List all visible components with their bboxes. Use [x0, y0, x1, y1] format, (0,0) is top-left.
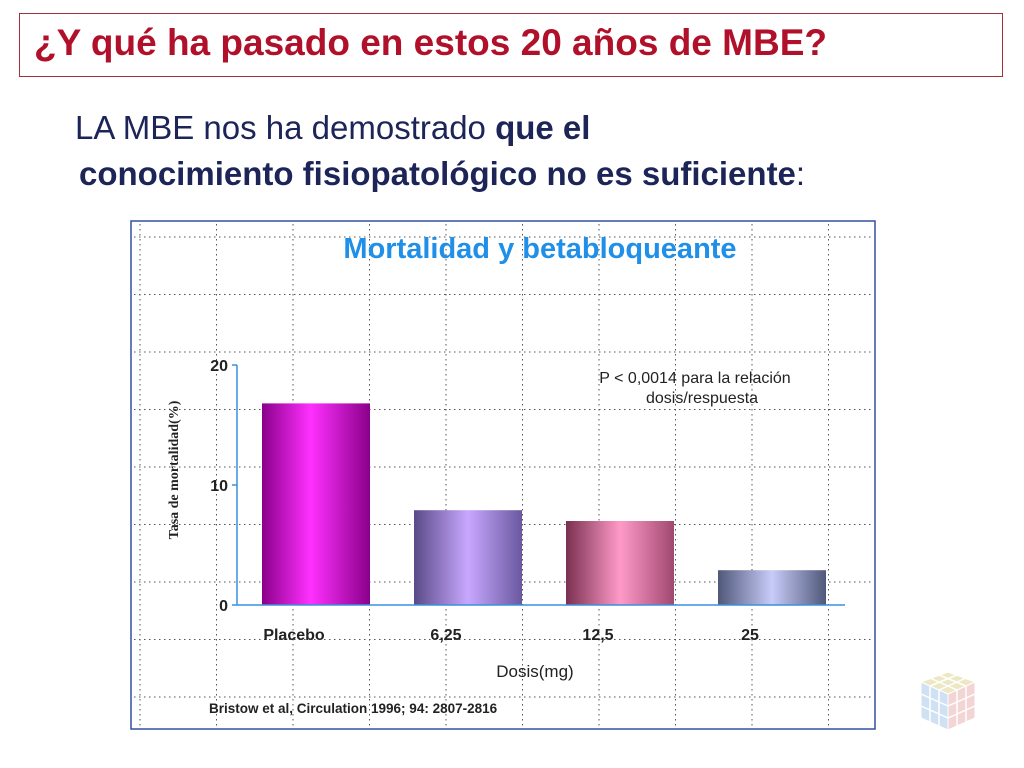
chart-source: Bristow et al, Circulation 1996; 94: 280…	[209, 701, 498, 716]
statement-text: LA MBE nos ha demostrado	[75, 109, 496, 146]
x-tick-label: Placebo	[263, 627, 325, 644]
statement-colon: :	[795, 155, 806, 192]
bar-25	[718, 570, 826, 605]
y-tick-label: 20	[210, 358, 228, 375]
chart-annotation-line1: P < 0,0014 para la relación	[599, 370, 790, 387]
statement-bold-1: que el	[495, 109, 591, 146]
rubik-cube-logo	[919, 671, 977, 731]
slide-title: ¿Y qué ha pasado en estos 20 años de MBE…	[34, 22, 827, 63]
x-tick-label: 25	[741, 627, 759, 644]
statement-bold-2: conocimiento fisiopatológico no es sufic…	[79, 155, 796, 192]
x-axis-label: Dosis(mg)	[496, 662, 573, 681]
slide-title-box: ¿Y qué ha pasado en estos 20 años de MBE…	[19, 13, 1003, 77]
x-tick-label: 12,5	[582, 627, 613, 644]
slide-statement: LA MBE nos ha demostrado que el conocimi…	[75, 105, 1005, 197]
y-axis-label: Tasa de mortalidad(%)	[167, 400, 182, 539]
chart-bars	[262, 403, 826, 605]
chart-frame	[130, 220, 876, 730]
chart-annotation-line2: dosis/respuesta	[646, 390, 758, 407]
x-tick-labels: Placebo 6,25 12,5 25	[263, 627, 759, 644]
y-tick-labels: 0 10 20	[210, 358, 228, 615]
chart-axes	[232, 364, 845, 606]
bar-12-5	[566, 521, 674, 605]
bar-placebo	[262, 403, 370, 605]
chart: 0 10 20 Placebo 6,25 12,5 25 Mortalidad y bet…	[130, 220, 876, 730]
bar-6-25	[414, 510, 522, 605]
x-tick-label: 6,25	[430, 627, 461, 644]
y-tick-label: 0	[219, 598, 228, 615]
y-tick-label: 10	[210, 478, 228, 495]
chart-title: Mortalidad y betabloqueante	[343, 233, 736, 265]
